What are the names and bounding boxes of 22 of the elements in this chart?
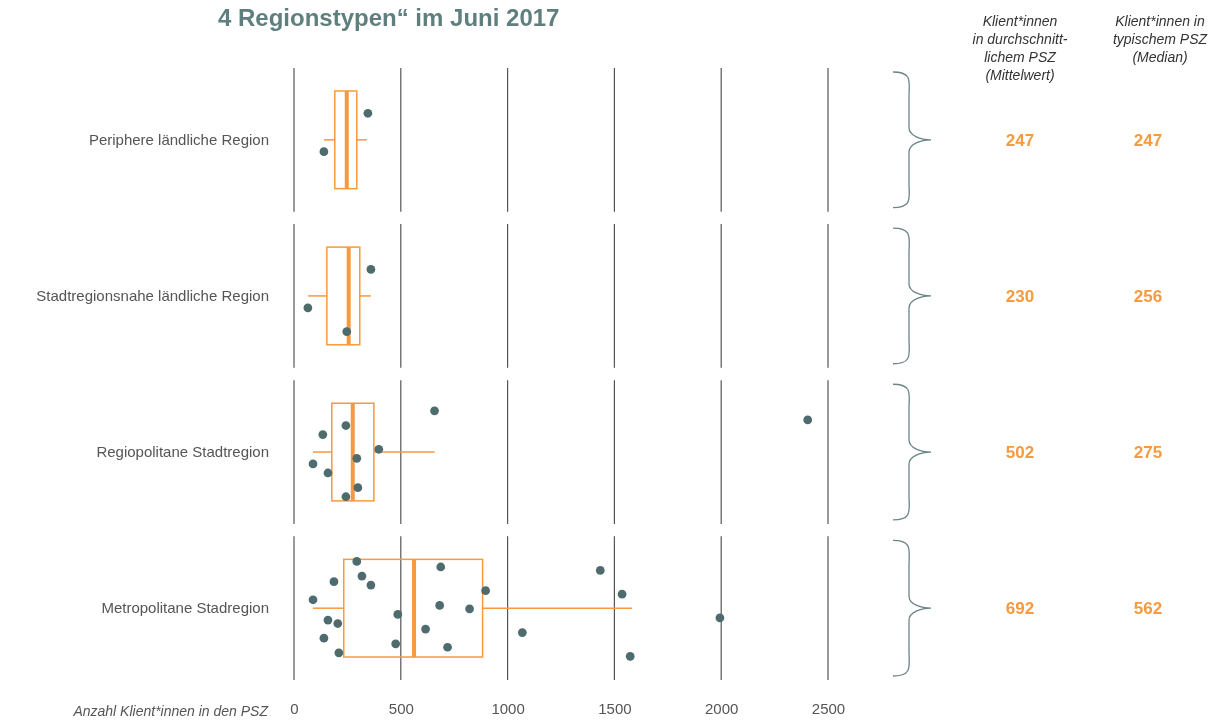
x-tick-label: 0 [290, 699, 299, 717]
text: 692 [1005, 599, 1035, 619]
x-tick-label: 2500 [811, 699, 846, 717]
x-axis-title: Anzahl Klient*innen in den PSZ [72, 703, 269, 719]
x-tick-label: 500 [388, 699, 414, 717]
y-tick-label: Periphere ländliche Region [88, 130, 269, 148]
text: 247 [1005, 130, 1035, 150]
x-tick-label: 1000 [491, 699, 525, 717]
y-tick-label: Metropolitane Stadregion [101, 598, 269, 616]
text: Klient*innen in typischem PSZ (Median) [1112, 13, 1208, 65]
x-tick-label: 2000 [705, 699, 739, 717]
text: 275 [1133, 443, 1163, 463]
text: 247 [1133, 130, 1163, 150]
chart-title: 4 Regionstypen“ im Juni 2017 [218, 4, 560, 31]
text: Klient*innen in durchschnitt- lichem PSZ (Mittelwert) [972, 13, 1068, 83]
y-tick-label: Stadtregionsnahe ländliche Region [36, 286, 269, 304]
y-tick-label: Regiopolitane Stadtregion [96, 442, 269, 460]
x-tick-label: 1500 [598, 699, 632, 717]
text: 562 [1133, 599, 1163, 619]
text: 230 [1005, 286, 1035, 306]
text: 256 [1133, 286, 1163, 306]
text: 502 [1005, 443, 1035, 463]
